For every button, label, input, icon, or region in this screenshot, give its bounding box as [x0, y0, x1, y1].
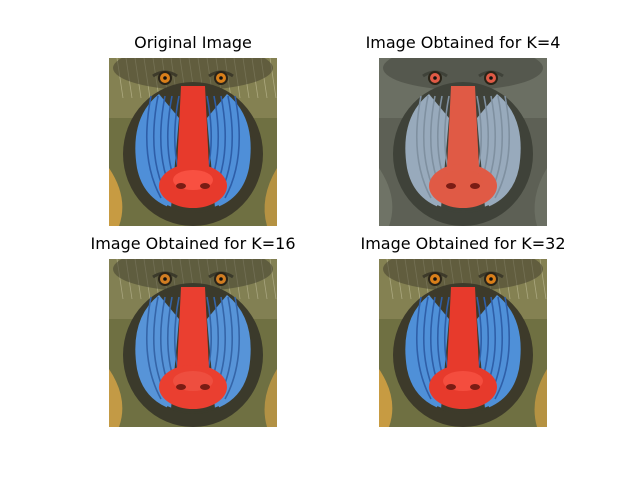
panel-title-k4: Image Obtained for K=4 — [365, 33, 561, 52]
mandrill-image-k16 — [109, 259, 277, 427]
panel-title-k16: Image Obtained for K=16 — [90, 234, 296, 253]
mandrill-image-k32 — [379, 259, 547, 427]
mandrill-face-graphic — [379, 58, 547, 226]
panel-title-original: Original Image — [134, 33, 252, 52]
mandrill-face-graphic — [379, 259, 547, 427]
mandrill-face-graphic — [109, 259, 277, 427]
mandrill-face-graphic — [109, 58, 277, 226]
panel-title-k32: Image Obtained for K=32 — [360, 234, 566, 253]
mandrill-image-k4 — [379, 58, 547, 226]
mandrill-image-original — [109, 58, 277, 226]
